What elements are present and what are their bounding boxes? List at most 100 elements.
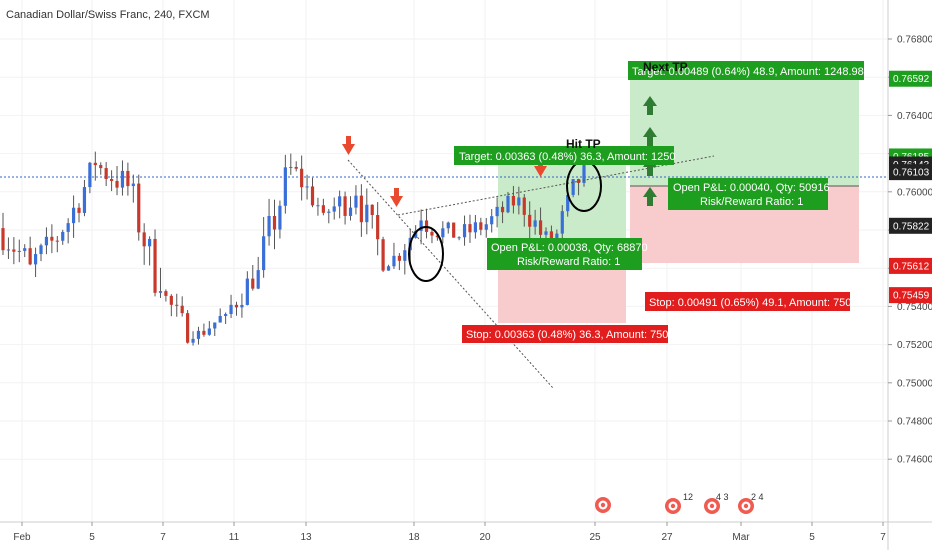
event-badge-icon[interactable]: [665, 498, 681, 514]
candle: [82, 187, 87, 213]
y-tick-label: 0.75400: [897, 302, 932, 313]
candle: [365, 204, 369, 223]
candle: [305, 186, 309, 188]
candle: [392, 255, 396, 267]
up-arrow-icon: [643, 127, 657, 146]
candle: [191, 338, 195, 343]
candle: [310, 186, 315, 206]
candle: [490, 216, 494, 225]
circle-marker-1: [408, 226, 444, 282]
target-label-box-2: [628, 61, 864, 80]
candle: [321, 205, 325, 213]
candle: [23, 248, 27, 251]
event-badge-icon[interactable]: [738, 498, 754, 514]
event-badge-icon[interactable]: [595, 497, 611, 513]
x-tick-label: 20: [479, 532, 491, 543]
candle: [186, 313, 190, 343]
up-arrow-icon: [643, 187, 657, 206]
price-label-box: [889, 70, 932, 87]
candle: [196, 330, 201, 339]
candle: [28, 248, 32, 265]
candle: [386, 266, 391, 271]
candle: [452, 222, 456, 238]
candle: [348, 207, 353, 216]
candle: [224, 314, 228, 316]
candle: [435, 235, 439, 238]
x-tick-label: 13: [300, 532, 312, 543]
candle: [283, 167, 287, 206]
target-label-box-1: [454, 146, 674, 165]
x-tick-label: 7: [160, 532, 166, 543]
candle: [560, 211, 564, 234]
candle: [262, 236, 266, 271]
candle: [343, 196, 347, 216]
candle: [376, 215, 380, 240]
candle: [300, 168, 304, 188]
candle: [500, 206, 505, 213]
rr-label-1: Risk/Reward Ratio: 1: [517, 256, 620, 268]
price-label: 0.75459: [893, 291, 930, 302]
candle: [278, 205, 282, 230]
candle: [506, 195, 510, 213]
y-tick-label: 0.75200: [897, 340, 932, 351]
candle: [582, 165, 586, 183]
candle: [495, 206, 499, 217]
price-axis[interactable]: 0.768000.766000.764000.762000.760000.758…: [888, 35, 932, 466]
event-badge-count: 12: [683, 492, 693, 502]
candle: [370, 204, 374, 216]
candle: [446, 222, 450, 229]
y-tick-label: 0.74600: [897, 455, 932, 466]
candle: [571, 179, 575, 195]
candle: [180, 305, 184, 314]
event-badge-icon[interactable]: [704, 498, 720, 514]
candle: [256, 270, 260, 289]
candle: [533, 220, 537, 227]
pnl-box-1: [487, 238, 642, 270]
candle: [338, 196, 342, 207]
candle: [137, 183, 141, 233]
candle: [566, 194, 570, 212]
candle: [354, 195, 358, 208]
candle: [484, 224, 488, 230]
candle: [289, 166, 293, 168]
stop-label-box-1: [462, 325, 668, 343]
candle: [576, 179, 581, 183]
candle: [544, 231, 548, 235]
price-label: 0.75612: [893, 261, 930, 272]
trend-line-rising[interactable]: [397, 155, 715, 216]
candle: [33, 254, 38, 265]
candle: [441, 228, 445, 238]
time-axis[interactable]: Feb 5 7 11 13 18 20 25 27 Mar 5 7: [13, 522, 886, 543]
x-tick-label: 7: [880, 532, 886, 543]
candle: [419, 220, 423, 231]
candle: [473, 222, 478, 233]
candle: [294, 166, 298, 169]
candle: [430, 231, 434, 236]
candle: [397, 255, 401, 261]
x-tick-label: 5: [89, 532, 95, 543]
candle: [511, 195, 516, 206]
candle: [66, 223, 70, 232]
price-labels: 0.765920.761850.761430.761030.758220.756…: [889, 70, 932, 304]
pnl-label-1: Open P&L: 0.00038, Qty: 68870: [491, 242, 648, 254]
target-label-2: Target: 0.00489 (0.64%) 48.9, Amount: 12…: [632, 66, 864, 78]
candle: [126, 170, 130, 187]
candle: [251, 278, 255, 289]
candle: [457, 237, 461, 239]
trend-line-falling[interactable]: [347, 159, 554, 389]
event-badge-count: 2 4: [751, 492, 764, 502]
event-badge-count: 4 3: [716, 492, 729, 502]
candle: [202, 330, 206, 335]
x-tick-label: Mar: [732, 532, 750, 543]
x-tick-label: 27: [661, 532, 673, 543]
candle: [131, 183, 135, 187]
candle: [517, 197, 521, 206]
candle: [169, 295, 173, 305]
next-tp-annotation: Next TP: [643, 60, 688, 74]
x-tick-label: 25: [589, 532, 601, 543]
x-tick-label: 5: [809, 532, 815, 543]
candle: [61, 231, 65, 241]
candle: [115, 180, 119, 188]
candle: [229, 304, 233, 315]
